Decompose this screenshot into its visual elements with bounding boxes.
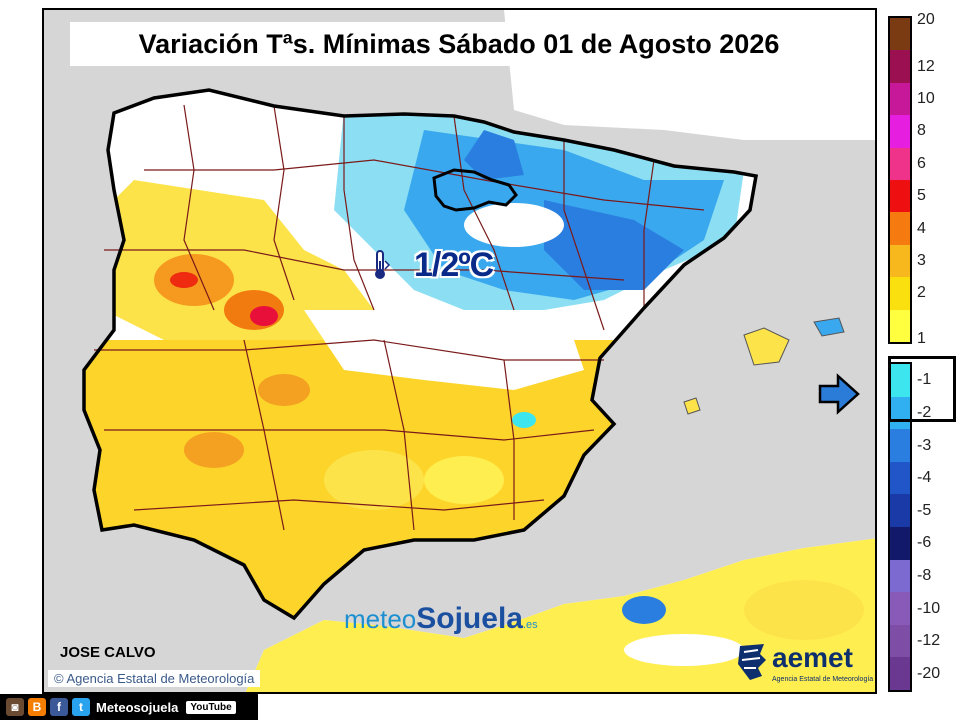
map-panel bbox=[42, 8, 877, 694]
peninsula-coastline bbox=[82, 88, 759, 621]
region-borders bbox=[94, 104, 705, 531]
legend-swatch--3 bbox=[890, 429, 910, 463]
legend-highlight-box bbox=[888, 356, 956, 422]
legend-tick: 4 bbox=[917, 219, 926, 237]
rioja-temperature-label: 1/2ºC bbox=[370, 244, 530, 286]
facebook-icon[interactable]: f bbox=[50, 698, 68, 716]
legend-swatch-2 bbox=[890, 277, 910, 311]
instagram-icon[interactable]: ◙ bbox=[6, 698, 24, 716]
legend-swatch-3 bbox=[890, 244, 910, 278]
legend-tick: 20 bbox=[917, 11, 935, 28]
legend-swatch-20 bbox=[890, 18, 910, 51]
legend-tick: 8 bbox=[917, 122, 926, 140]
watermark-part1: meteo bbox=[344, 604, 417, 634]
ibiza-island bbox=[683, 397, 701, 415]
legend-swatch--8 bbox=[890, 559, 910, 593]
social-handle[interactable]: Meteosojuela bbox=[96, 699, 179, 715]
legend-swatch--4 bbox=[890, 461, 910, 495]
legend-swatch--10 bbox=[890, 592, 910, 626]
social-bar: ◙ B f t Meteosojuela YouTube bbox=[0, 694, 258, 720]
legend-swatch-1 bbox=[890, 309, 910, 343]
legend-swatch-10 bbox=[890, 82, 910, 116]
legend-negative-bar bbox=[888, 362, 912, 692]
legend-tick: 2 bbox=[917, 284, 926, 302]
legend-swatch--20 bbox=[890, 657, 910, 691]
mallorca-island bbox=[743, 327, 790, 366]
legend-tick: -20 bbox=[917, 664, 941, 682]
legend-swatch-4 bbox=[890, 212, 910, 246]
legend-tick: -5 bbox=[917, 501, 932, 519]
color-legend: 20 12 10 8 6 5 4 3 2 1 -1 -2 -3 -4 -5 -6 -8 -10 -12 -20 bbox=[886, 8, 960, 698]
legend-tick: 10 bbox=[917, 90, 935, 107]
menorca-island bbox=[813, 317, 845, 337]
legend-tick: 1 bbox=[917, 329, 926, 347]
copyright-icon: © bbox=[54, 671, 64, 686]
legend-tick: -10 bbox=[917, 599, 941, 617]
temperature-variation-value: 1/2ºC bbox=[414, 245, 494, 284]
aemet-emblem-icon bbox=[738, 644, 766, 680]
legend-swatch--12 bbox=[890, 624, 910, 658]
legend-swatch-8 bbox=[890, 115, 910, 149]
author-credit: JOSE CALVO bbox=[60, 644, 156, 661]
legend-swatch--5 bbox=[890, 494, 910, 528]
temperature-map bbox=[82, 10, 875, 692]
watermark-part3: .es bbox=[522, 619, 538, 631]
legend-tick: -8 bbox=[917, 566, 932, 584]
watermark-part2: Sojuela bbox=[416, 602, 523, 635]
legend-tick: 6 bbox=[917, 154, 926, 172]
legend-tick: 3 bbox=[917, 252, 926, 269]
legend-tick: -3 bbox=[917, 436, 932, 454]
legend-swatch-5 bbox=[890, 180, 910, 213]
legend-positive-bar bbox=[888, 16, 912, 344]
blogger-icon[interactable]: B bbox=[28, 698, 46, 716]
aemet-subtitle: Agencia Estatal de Meteorología bbox=[772, 676, 874, 683]
legend-tick: -6 bbox=[917, 534, 932, 552]
thermometer-icon bbox=[375, 250, 391, 279]
legend-tick: -2 bbox=[917, 403, 932, 421]
legend-swatch-6 bbox=[890, 147, 910, 181]
legend-tick: 12 bbox=[917, 57, 935, 75]
legend-tick: 5 bbox=[917, 187, 926, 205]
legend-tick: -1 bbox=[917, 371, 932, 389]
youtube-icon[interactable]: YouTube bbox=[186, 700, 236, 714]
agency-credit: © Agencia Estatal de Meteorología bbox=[48, 670, 261, 687]
arrow-right-icon bbox=[818, 373, 860, 415]
legend-swatch-12 bbox=[890, 50, 910, 84]
meteosojuela-watermark: meteoSojuela.es bbox=[344, 602, 538, 636]
aemet-name: aemet bbox=[772, 642, 853, 673]
legend-swatch--1 bbox=[890, 364, 910, 398]
legend-tick: -4 bbox=[917, 469, 932, 487]
map-title: Variación Tªs. Mínimas Sábado 01 de Agos… bbox=[70, 22, 848, 66]
agency-credit-text: Agencia Estatal de Meteorología bbox=[66, 671, 255, 686]
legend-tick: -12 bbox=[917, 632, 941, 650]
legend-swatch--6 bbox=[890, 527, 910, 561]
la-rioja-outline bbox=[432, 168, 518, 212]
aemet-logo: aemet Agencia Estatal de Meteorología bbox=[736, 640, 876, 688]
twitter-icon[interactable]: t bbox=[72, 698, 90, 716]
